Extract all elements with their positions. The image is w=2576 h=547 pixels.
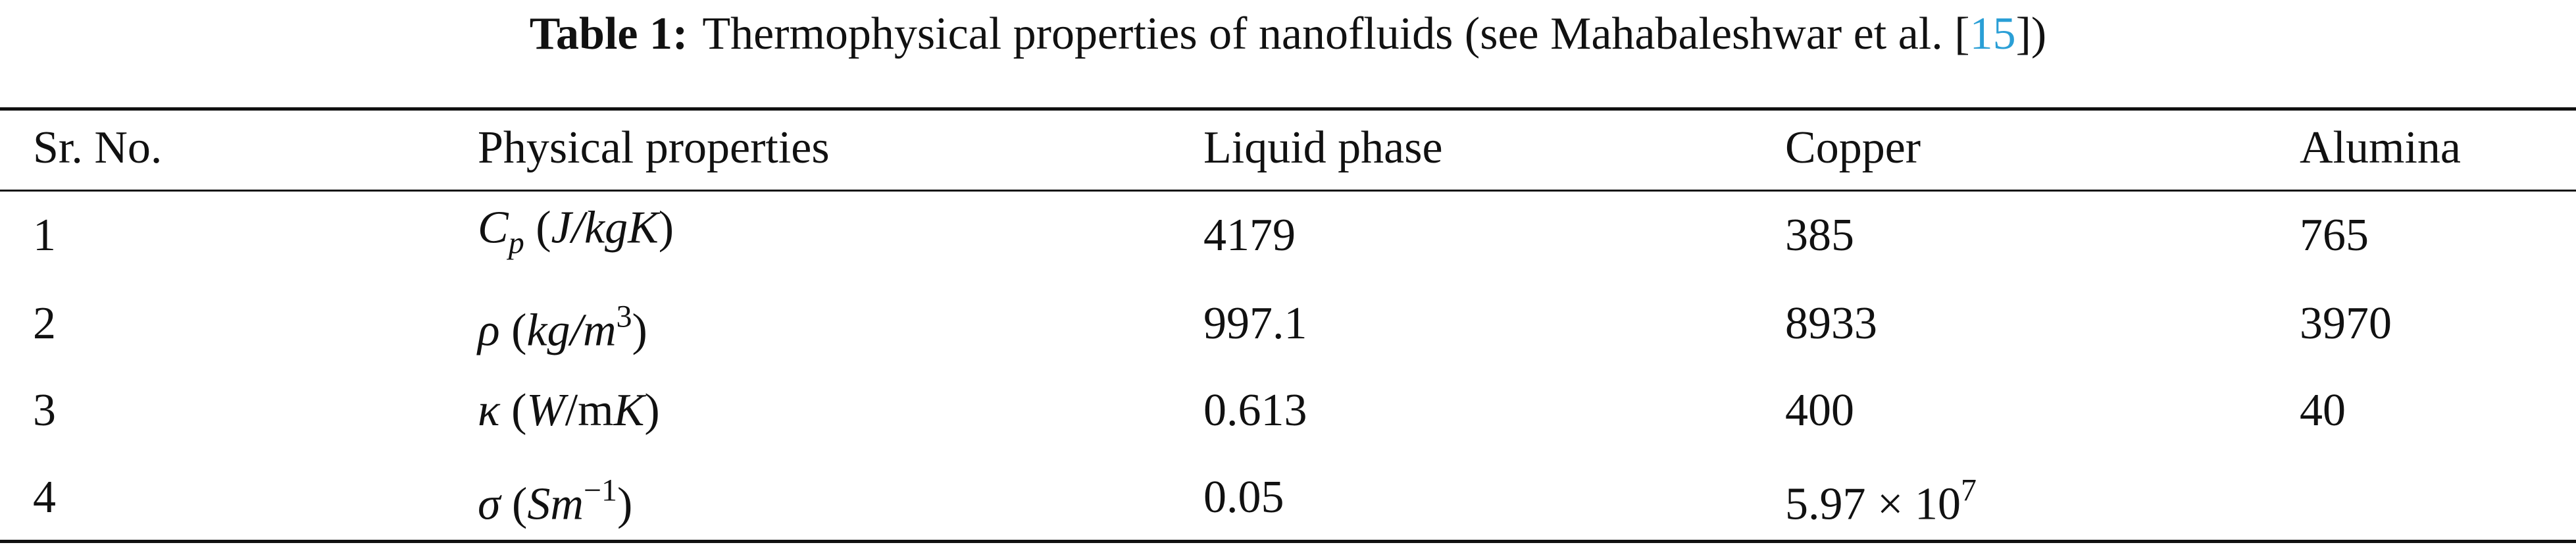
table-cell: κ (W/mK) — [478, 384, 660, 437]
table-cell: 4 — [33, 472, 56, 523]
math-segment: C — [478, 202, 509, 253]
table-cell: 1 — [33, 210, 56, 261]
math-segment: ) — [644, 385, 660, 436]
table-cell: 0.05 — [1203, 472, 1284, 523]
math-segment: 5.97 × 10 — [1785, 479, 1961, 530]
table-cell: Cp (J/kgK) — [478, 202, 674, 270]
math-segment: W — [526, 385, 565, 436]
math-segment: Sm — [527, 479, 584, 530]
reference-link[interactable]: 15 — [1969, 9, 2016, 59]
table-cell: 997.1 — [1203, 298, 1307, 349]
math-segment: ( — [499, 385, 527, 436]
math-segment: kg/m — [526, 305, 617, 356]
math-segment: J/kgK — [551, 202, 659, 253]
math-segment: −1 — [583, 473, 617, 508]
math-segment: κ — [478, 385, 500, 436]
math-segment: ) — [632, 305, 647, 356]
table-cell: σ (Sm−1) — [478, 465, 632, 531]
math-segment: ( — [499, 305, 527, 356]
math-segment: ) — [617, 479, 633, 530]
table-cell: 3 — [33, 385, 56, 436]
math-segment: 7 — [1960, 473, 1977, 508]
table-cell: ρ (kg/m3) — [478, 291, 647, 357]
math-segment: σ — [478, 479, 501, 530]
header-rule — [0, 190, 2576, 192]
header-cell: Sr. No. — [33, 122, 163, 173]
header-cell: Alumina — [2300, 122, 2461, 173]
table-cell: 3970 — [2300, 298, 2392, 349]
math-segment: ( — [500, 479, 528, 530]
header-cell: Copper — [1785, 122, 1921, 173]
math-segment: K — [613, 385, 645, 436]
table-cell: 385 — [1785, 210, 1854, 261]
math-segment: /m — [565, 385, 614, 436]
caption-text: Thermophysical properties of nanofluids … — [702, 9, 1970, 59]
math-segment: 3 — [616, 299, 632, 334]
header-cell: Physical properties — [478, 122, 830, 173]
math-segment: p — [508, 225, 524, 261]
table-cell: 0.613 — [1203, 385, 1307, 436]
header-cell: Liquid phase — [1203, 122, 1443, 173]
math-segment: ρ — [478, 305, 500, 356]
bottom-rule — [0, 540, 2576, 543]
table-cell: 5.97 × 107 — [1785, 465, 1977, 531]
top-rule — [0, 107, 2576, 111]
math-segment: ( — [524, 202, 551, 253]
table-cell: 400 — [1785, 385, 1854, 436]
math-segment: ) — [658, 202, 674, 253]
table-cell: 2 — [33, 298, 56, 349]
table-cell: 40 — [2300, 385, 2346, 436]
table-cell: 765 — [2300, 210, 2369, 261]
table-cell: 8933 — [1785, 298, 1877, 349]
table-caption: Table 1: Thermophysical properties of nan… — [0, 8, 2576, 61]
caption-label: Table 1: — [529, 9, 688, 59]
caption-text-end: ]) — [2015, 9, 2047, 59]
table-cell: 4179 — [1203, 210, 1296, 261]
